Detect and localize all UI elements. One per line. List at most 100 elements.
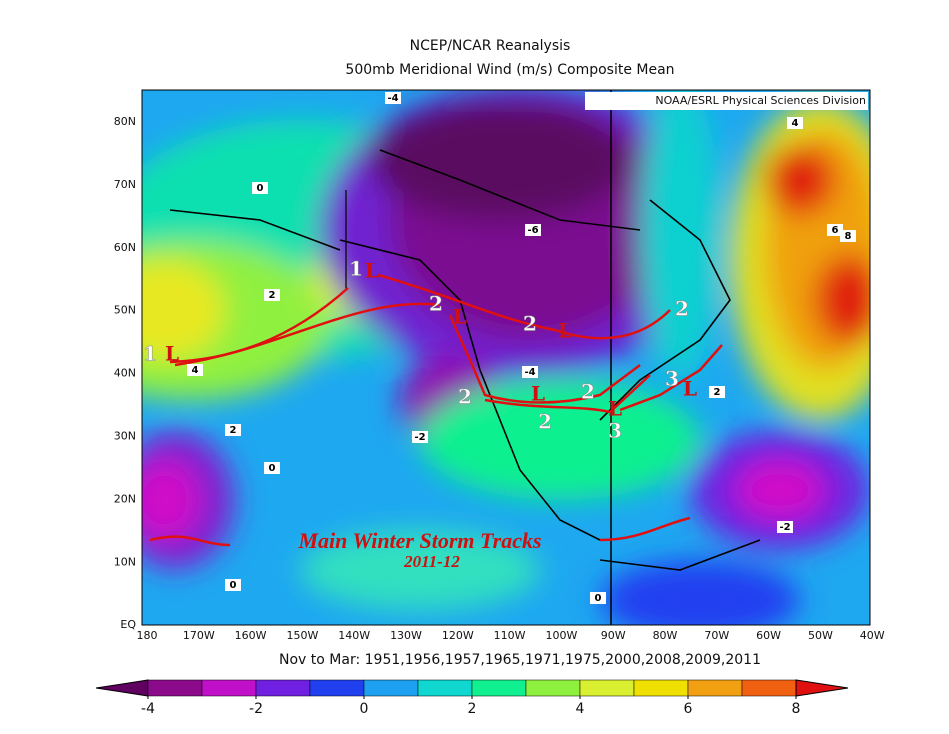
contour-label: -6: [527, 225, 538, 236]
contour-label-bg: [264, 289, 280, 301]
lon-label: 120W: [442, 629, 474, 642]
colorbar-bin: [687, 679, 743, 697]
contour-label: -2: [779, 522, 790, 533]
lon-label: 140W: [338, 629, 370, 642]
contour-label: -2: [414, 432, 425, 443]
colorbar-over: [795, 679, 849, 697]
map-frame: [141, 89, 871, 626]
colorbar-tick-label: 8: [792, 701, 801, 717]
colorbar-tick-label: 2: [468, 701, 477, 717]
colorbar-bin: [147, 679, 203, 697]
contour-label: 0: [257, 183, 264, 194]
track-label: 2: [523, 312, 537, 336]
lon-label: 150W: [286, 629, 318, 642]
lat-label: 70N: [114, 178, 136, 191]
subtitle: 500mb Meridional Wind (m/s) Composite Me…: [345, 62, 674, 78]
footer: Nov to Mar: 1951,1956,1957,1965,1971,197…: [279, 652, 761, 668]
contour-label-bg: [709, 386, 725, 398]
track-label: 1: [143, 342, 157, 366]
track-label: 3: [608, 419, 622, 443]
contour-label: 2: [269, 290, 276, 301]
track-label: 2: [581, 380, 595, 404]
lon-label: 110W: [494, 629, 526, 642]
colorbar-bin: [363, 679, 419, 697]
track-label: 2: [458, 385, 472, 409]
track-label: L: [558, 319, 572, 343]
contour-label-bg: [590, 592, 606, 604]
lat-label: 40N: [114, 367, 136, 380]
credit: NOAA/ESRL Physical Sciences Division: [655, 94, 866, 107]
lon-label: 70W: [704, 629, 729, 642]
contour-label-bg: [522, 366, 538, 378]
coastline: [169, 149, 761, 571]
contour-label: 4: [792, 118, 799, 129]
lat-label: 30N: [114, 430, 136, 443]
colorbar-bin: [741, 679, 797, 697]
lat-label: 50N: [114, 304, 136, 317]
annotation-title: Main Winter Storm Tracks: [297, 528, 541, 553]
colorbar-bin: [633, 679, 689, 697]
contour-label-bg: [264, 462, 280, 474]
contour-label: 2: [230, 425, 237, 436]
lat-label: EQ: [120, 618, 136, 631]
contour-label: 8: [845, 231, 852, 242]
colorbar-tick-label: -2: [249, 701, 263, 717]
contour-label-bg: [412, 431, 428, 443]
contour-label: -4: [387, 93, 398, 104]
colorbar-bin: [309, 679, 365, 697]
colorbar-tick-label: 4: [576, 701, 585, 717]
contour-label: 4: [192, 365, 199, 376]
track-label: 1: [349, 257, 363, 281]
contour-label: 0: [269, 463, 276, 474]
track-label: L: [165, 342, 179, 366]
lon-label: 160W: [235, 629, 267, 642]
contour-label: 0: [230, 580, 237, 591]
lat-label: 60N: [114, 241, 136, 254]
contour-label: 6: [832, 225, 839, 236]
colorbar-tick-label: -4: [141, 701, 155, 717]
contour-label: -4: [524, 367, 535, 378]
colorbar-bin: [255, 679, 311, 697]
track-label: L: [531, 382, 545, 406]
track-label: 2: [429, 292, 443, 316]
colorbar-bin: [579, 679, 635, 697]
colorbar-bin: [201, 679, 257, 697]
contour-label: 2: [714, 387, 721, 398]
annotation-years: 2011-12: [403, 552, 460, 571]
track-label: 2: [538, 410, 552, 434]
storm-tracks: [149, 273, 723, 547]
lon-label: 60W: [756, 629, 781, 642]
colorbar-tick-label: 0: [360, 701, 369, 717]
contour-label-bg: [385, 92, 401, 104]
lon-label: 50W: [808, 629, 833, 642]
lon-label: 180: [137, 629, 158, 642]
contour-label-bg: [525, 224, 541, 236]
lon-label: 100W: [545, 629, 577, 642]
title: NCEP/NCAR Reanalysis: [410, 38, 571, 54]
lon-label: 80W: [653, 629, 678, 642]
contour-label-bg: [827, 224, 843, 236]
track-label: 2: [675, 297, 689, 321]
colorbar-under: [95, 679, 149, 697]
colorbar-bin: [525, 679, 581, 697]
contour-label-bg: [840, 230, 856, 242]
lon-label: 90W: [601, 629, 626, 642]
lon-label: 40W: [860, 629, 885, 642]
colorbar-tick-label: 6: [684, 701, 693, 717]
track-label: L: [365, 259, 379, 283]
track-label: L: [608, 397, 622, 421]
credit-box: [585, 92, 868, 110]
contour-label-bg: [787, 117, 803, 129]
contour-label: 0: [595, 593, 602, 604]
lat-label: 80N: [114, 115, 136, 128]
colorbar-bin: [471, 679, 527, 697]
track-label: 3: [665, 367, 679, 391]
contour-label-bg: [225, 424, 241, 436]
lon-label: 170W: [183, 629, 215, 642]
track-label: L: [453, 305, 467, 329]
lon-label: 130W: [390, 629, 422, 642]
contour-label-bg: [777, 521, 793, 533]
lat-label: 10N: [114, 555, 136, 568]
colorbar-bin: [417, 679, 473, 697]
